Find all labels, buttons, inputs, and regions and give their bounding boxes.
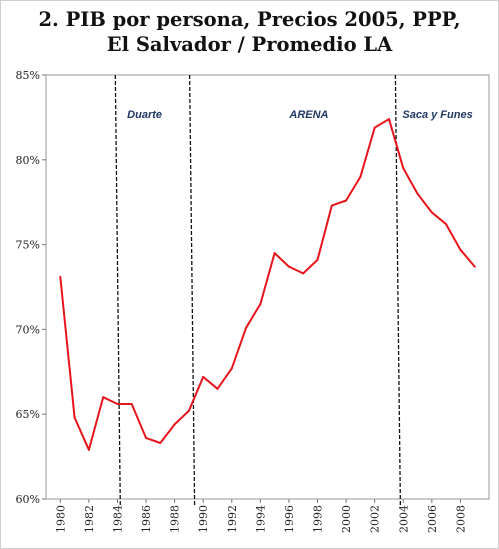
data-point [173,423,176,426]
y-tick-label: 70% [16,323,40,336]
data-point [259,302,262,305]
data-point [302,272,305,275]
data-point [345,199,348,202]
chart-title-line-2: El Salvador / Promedio LA [106,33,393,56]
data-point [216,387,219,390]
x-tick-label: 1980 [54,505,67,533]
data-point [330,204,333,207]
y-tick-label: 60% [16,493,40,506]
x-tick-label: 2002 [369,505,382,533]
data-point [373,126,376,129]
x-tick-label: 1984 [111,505,124,533]
data-point [473,265,476,268]
data-point [187,409,190,412]
data-point [159,442,162,445]
chart-title: 2. PIB por persona, Precios 2005, PPP, E… [1,7,498,57]
series-line [59,118,476,451]
period-separator-line [188,74,196,508]
x-tick-label: 1990 [197,505,210,533]
data-point [59,275,62,278]
x-tick-label: 2000 [340,505,353,533]
data-point [445,223,448,226]
data-point [145,436,148,439]
data-point [387,118,390,121]
data-point [402,167,405,170]
period-annotation: ARENA [288,109,328,121]
x-tick-label: 1998 [312,505,325,533]
data-point [202,375,205,378]
data-point [116,403,119,406]
y-tick-label: 85% [16,69,40,82]
y-tick-label: 80% [16,154,40,167]
x-tick-label: 1996 [283,505,296,533]
data-point [316,258,319,261]
data-point [245,326,248,329]
x-tick-label: 1986 [140,505,153,533]
y-tick-label: 65% [16,408,40,421]
x-tick-label: 1994 [254,505,267,533]
x-tick-label: 1992 [226,505,239,533]
y-tick-label: 75% [16,239,40,252]
data-point [130,403,133,406]
data-point [87,448,90,451]
x-tick-label: 1982 [83,505,96,533]
data-point [430,211,433,214]
data-point [230,367,233,370]
data-point [273,252,276,255]
period-annotation: Saca y Funes [402,109,472,121]
x-tick-label: 1988 [169,505,182,533]
chart-title-line-1: 2. PIB por persona, Precios 2005, PPP, [38,8,461,31]
data-point [73,416,76,419]
x-tick-label: 2008 [454,505,467,533]
period-annotation: Duarte [127,109,162,121]
data-point [459,248,462,251]
period-separator-line [114,74,121,508]
data-point [416,192,419,195]
period-separator-line [394,74,402,508]
plot-area-border [45,74,490,500]
data-point [287,265,290,268]
data-point [359,175,362,178]
x-tick-label: 2006 [426,505,439,533]
data-point [102,396,105,399]
x-tick-label: 2004 [397,505,410,533]
